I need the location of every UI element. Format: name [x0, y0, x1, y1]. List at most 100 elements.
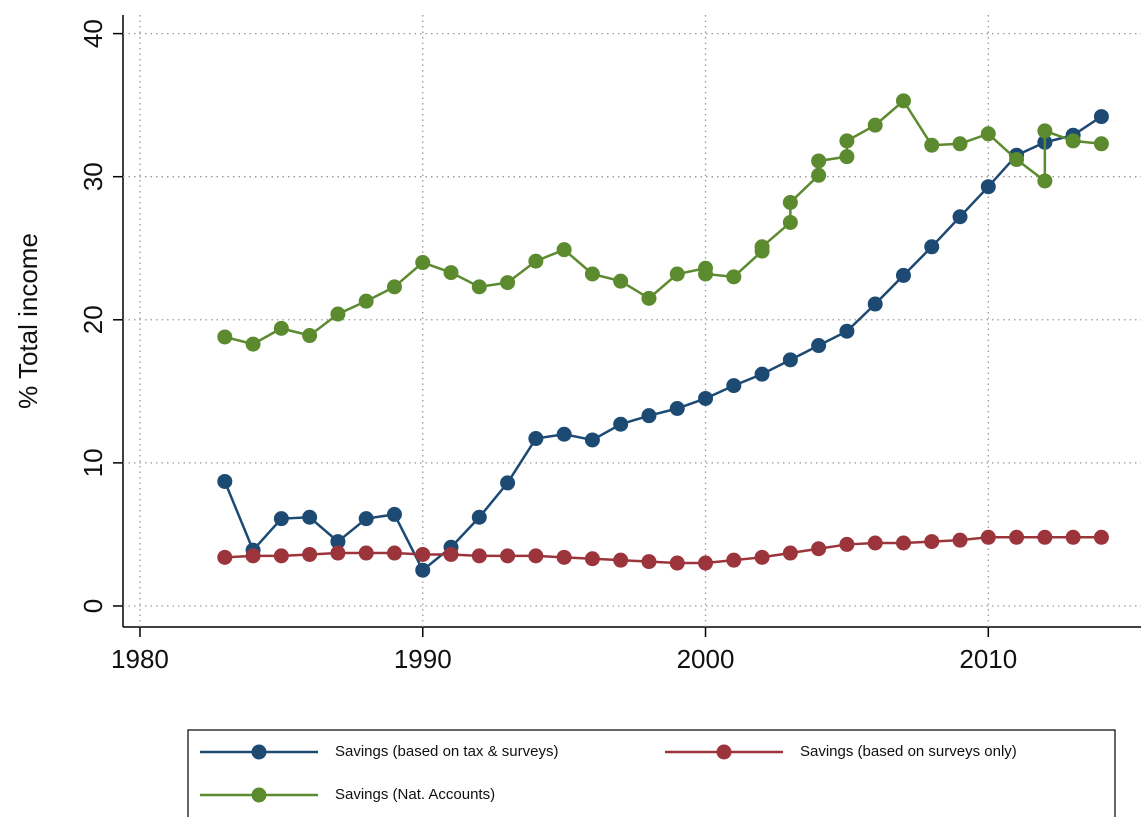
data-point — [952, 209, 968, 225]
data-point — [613, 552, 629, 568]
x-tick-label: 1980 — [111, 644, 169, 674]
data-point — [528, 548, 544, 564]
data-point — [839, 133, 855, 149]
data-point — [811, 541, 827, 557]
data-point — [782, 545, 798, 561]
data-point — [1009, 152, 1025, 168]
data-point — [641, 554, 657, 570]
y-tick-label: 30 — [78, 162, 108, 191]
data-point — [302, 328, 318, 344]
data-point — [273, 548, 289, 564]
data-point — [839, 323, 855, 339]
data-point — [698, 555, 714, 571]
data-point — [217, 329, 233, 345]
data-point — [415, 255, 431, 271]
data-point — [415, 546, 431, 562]
data-point — [613, 416, 629, 432]
data-point — [895, 535, 911, 551]
data-point — [924, 534, 940, 550]
data-point — [839, 149, 855, 165]
data-point — [273, 320, 289, 336]
data-point — [924, 137, 940, 153]
data-point — [952, 532, 968, 548]
data-point — [1037, 529, 1053, 545]
data-point — [556, 242, 572, 258]
data-point — [1009, 529, 1025, 545]
legend-label: Savings (based on tax & surveys) — [335, 743, 558, 760]
data-point — [500, 475, 516, 491]
data-point — [613, 273, 629, 289]
data-point — [500, 548, 516, 564]
data-point — [358, 511, 374, 527]
y-tick-label: 20 — [78, 305, 108, 334]
data-point — [669, 401, 685, 417]
data-point — [669, 266, 685, 282]
data-point — [726, 269, 742, 285]
data-point — [1065, 133, 1081, 149]
data-point — [980, 529, 996, 545]
data-point — [330, 545, 346, 561]
data-point — [217, 473, 233, 489]
data-point — [895, 93, 911, 109]
data-point — [867, 117, 883, 133]
data-point — [245, 336, 261, 352]
data-point — [556, 549, 572, 565]
data-point — [1093, 529, 1109, 545]
data-point — [273, 511, 289, 527]
data-point — [669, 555, 685, 571]
data-point — [358, 545, 374, 561]
data-point — [1037, 173, 1053, 189]
data-point — [443, 546, 459, 562]
x-tick-label: 2010 — [959, 644, 1017, 674]
data-point — [952, 136, 968, 152]
data-point — [443, 265, 459, 281]
data-point — [980, 179, 996, 195]
legend-marker — [251, 787, 267, 803]
y-tick-label: 0 — [78, 599, 108, 613]
data-point — [528, 431, 544, 447]
data-point — [782, 214, 798, 230]
legend-marker — [716, 744, 732, 760]
data-point — [1037, 123, 1053, 139]
data-point — [641, 290, 657, 306]
data-point — [867, 535, 883, 551]
data-point — [811, 153, 827, 169]
data-point — [330, 534, 346, 550]
data-point — [1093, 136, 1109, 152]
data-point — [386, 506, 402, 522]
data-point — [1093, 109, 1109, 125]
data-point — [980, 126, 996, 142]
data-point — [726, 378, 742, 394]
x-tick-label: 1990 — [394, 644, 452, 674]
data-point — [500, 275, 516, 291]
data-point — [782, 352, 798, 368]
legend-label: Savings (Nat. Accounts) — [335, 786, 495, 803]
data-point — [302, 546, 318, 562]
data-point — [471, 279, 487, 295]
legend-label: Savings (based on surveys only) — [800, 743, 1017, 760]
data-point — [415, 562, 431, 578]
data-point — [754, 366, 770, 382]
legend-box — [187, 729, 1116, 817]
data-point — [726, 552, 742, 568]
data-point — [471, 509, 487, 525]
data-point — [811, 338, 827, 354]
data-point — [1065, 529, 1081, 545]
data-point — [698, 266, 714, 282]
data-point — [895, 267, 911, 283]
x-tick-label: 2000 — [677, 644, 735, 674]
legend-marker — [251, 744, 267, 760]
data-point — [641, 408, 657, 424]
data-point — [302, 509, 318, 525]
data-point — [330, 306, 346, 322]
data-point — [811, 167, 827, 183]
data-point — [471, 548, 487, 564]
data-point — [584, 266, 600, 282]
data-point — [867, 296, 883, 312]
data-point — [358, 293, 374, 309]
data-point — [584, 551, 600, 567]
data-point — [556, 426, 572, 442]
y-axis-label: % Total income — [13, 233, 43, 409]
